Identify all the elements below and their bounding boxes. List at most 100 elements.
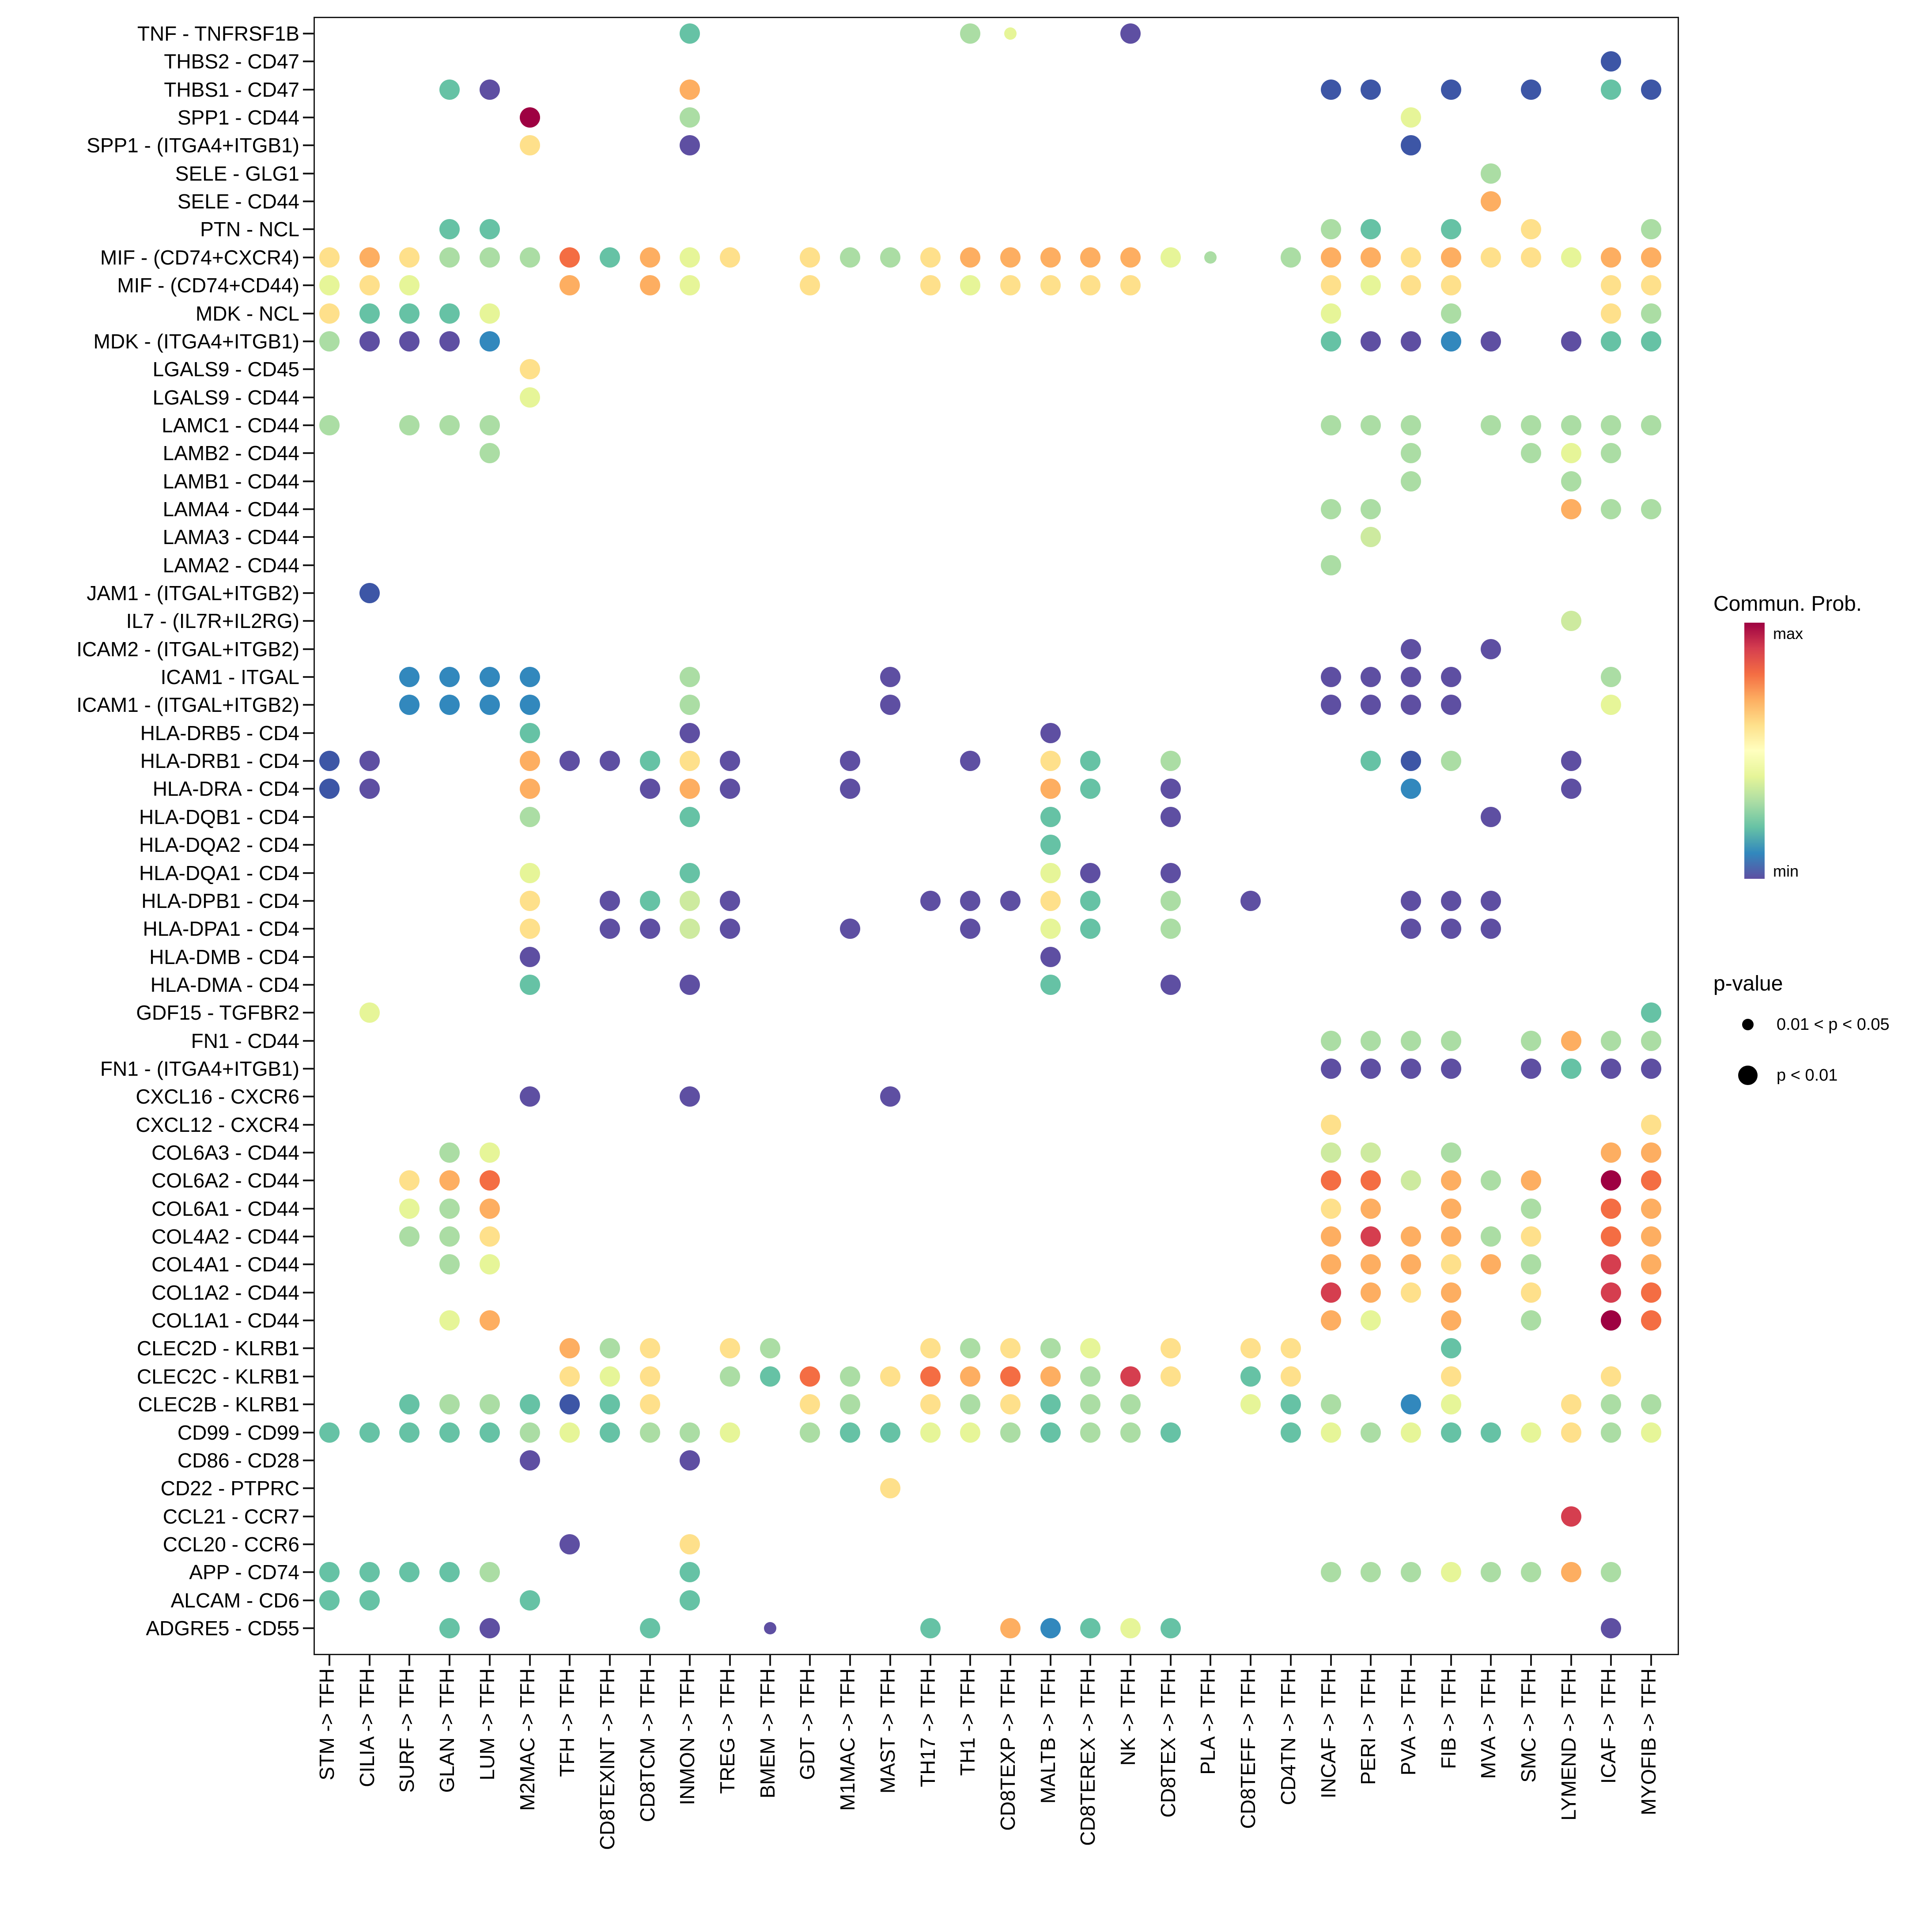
data-point: [1601, 695, 1622, 715]
x-axis-tick: [1009, 1655, 1011, 1666]
data-point: [479, 1618, 500, 1638]
x-axis-label: TH1 -> TFH: [956, 1668, 979, 1776]
data-point: [720, 779, 740, 799]
pvalue-label: 0.01 < p < 0.05: [1777, 1015, 1890, 1034]
data-point: [1561, 247, 1581, 268]
data-point: [960, 1422, 981, 1443]
data-point: [920, 1618, 941, 1638]
data-point: [1400, 751, 1421, 771]
data-point: [1561, 1562, 1581, 1583]
data-point: [479, 415, 500, 435]
legend: Commun. Prob. max min p-value 0.01 < p <…: [1700, 592, 1930, 1210]
data-point: [1641, 275, 1662, 296]
y-axis-tick: [303, 1571, 314, 1573]
x-axis-label: INCAF -> TFH: [1316, 1668, 1340, 1799]
data-point: [1601, 1618, 1622, 1638]
data-point: [1440, 1562, 1461, 1583]
y-axis-tick: [303, 872, 314, 874]
x-axis-label: CD8TEREX -> TFH: [1076, 1668, 1100, 1846]
data-point: [1440, 1030, 1461, 1051]
data-point: [639, 779, 660, 799]
y-axis-tick: [303, 200, 314, 203]
data-point: [680, 275, 700, 296]
y-axis-tick: [303, 900, 314, 902]
data-point: [560, 1366, 580, 1387]
colorbar-max-label: max: [1773, 624, 1803, 643]
data-point: [1040, 1394, 1061, 1415]
data-point: [479, 1142, 500, 1163]
data-point: [1361, 331, 1381, 352]
data-point: [1400, 1226, 1421, 1247]
data-point: [880, 1086, 900, 1107]
data-point: [1320, 1422, 1341, 1443]
data-point: [519, 1422, 540, 1443]
data-point: [1481, 1254, 1501, 1275]
data-point: [1320, 247, 1341, 268]
data-point: [639, 1394, 660, 1415]
data-point: [1320, 1282, 1341, 1303]
data-point: [1120, 1366, 1141, 1387]
data-point: [1400, 695, 1421, 715]
data-point: [439, 1310, 460, 1331]
panel-border: [314, 17, 1679, 1655]
data-point: [439, 1618, 460, 1638]
data-point: [680, 1422, 700, 1443]
x-axis-tick: [1410, 1655, 1412, 1666]
y-axis-tick: [303, 1627, 314, 1629]
data-point: [1040, 806, 1061, 827]
data-point: [1521, 443, 1541, 464]
data-point: [880, 695, 900, 715]
data-point: [1400, 443, 1421, 464]
data-point: [1481, 890, 1501, 911]
x-axis-label: MALTB -> TFH: [1036, 1668, 1059, 1804]
data-point: [1000, 1394, 1021, 1415]
data-point: [1440, 1254, 1461, 1275]
data-point: [1361, 527, 1381, 548]
y-axis-label: HLA-DPA1 - CD4: [143, 917, 299, 941]
y-axis-tick: [303, 1459, 314, 1461]
data-point: [1320, 555, 1341, 575]
data-point: [1440, 1198, 1461, 1219]
data-point: [1000, 247, 1021, 268]
data-point: [359, 583, 380, 603]
data-point: [1400, 1170, 1421, 1191]
data-point: [479, 79, 500, 100]
colorbar-title: Commun. Prob.: [1713, 592, 1862, 616]
data-point: [1641, 1282, 1662, 1303]
data-point: [1361, 1282, 1381, 1303]
data-point: [880, 1366, 900, 1387]
data-point: [760, 1366, 780, 1387]
data-point: [1400, 1562, 1421, 1583]
x-axis-tick: [1570, 1655, 1572, 1666]
data-point: [1601, 1142, 1622, 1163]
data-point: [519, 974, 540, 995]
data-point: [680, 1562, 700, 1583]
x-axis-label: ICAF -> TFH: [1597, 1668, 1620, 1784]
y-axis-label: PTN - NCL: [200, 218, 299, 241]
pvalue-dot-box: [1738, 1065, 1758, 1085]
data-point: [1521, 1198, 1541, 1219]
data-point: [1601, 303, 1622, 324]
data-point: [1601, 51, 1622, 72]
x-axis-label: CD8TCM -> TFH: [635, 1668, 659, 1822]
data-point: [319, 247, 340, 268]
data-point: [599, 890, 620, 911]
data-point: [1400, 1030, 1421, 1051]
data-point: [1240, 1394, 1261, 1415]
y-axis-tick: [303, 144, 314, 147]
y-axis-tick: [303, 704, 314, 706]
y-axis-label: GDF15 - TGFBR2: [136, 1001, 299, 1025]
data-point: [479, 1170, 500, 1191]
data-point: [800, 1394, 820, 1415]
x-axis-tick: [769, 1655, 771, 1666]
y-axis-label: HLA-DPB1 - CD4: [141, 889, 299, 912]
data-point: [920, 1338, 941, 1359]
data-point: [639, 1618, 660, 1638]
data-point: [1641, 247, 1662, 268]
data-point: [1521, 1058, 1541, 1079]
data-point: [920, 1366, 941, 1387]
data-point: [1361, 247, 1381, 268]
y-axis-label: COL4A1 - CD44: [151, 1253, 299, 1276]
data-point: [680, 890, 700, 911]
y-axis-label: CLEC2C - KLRB1: [136, 1365, 299, 1388]
